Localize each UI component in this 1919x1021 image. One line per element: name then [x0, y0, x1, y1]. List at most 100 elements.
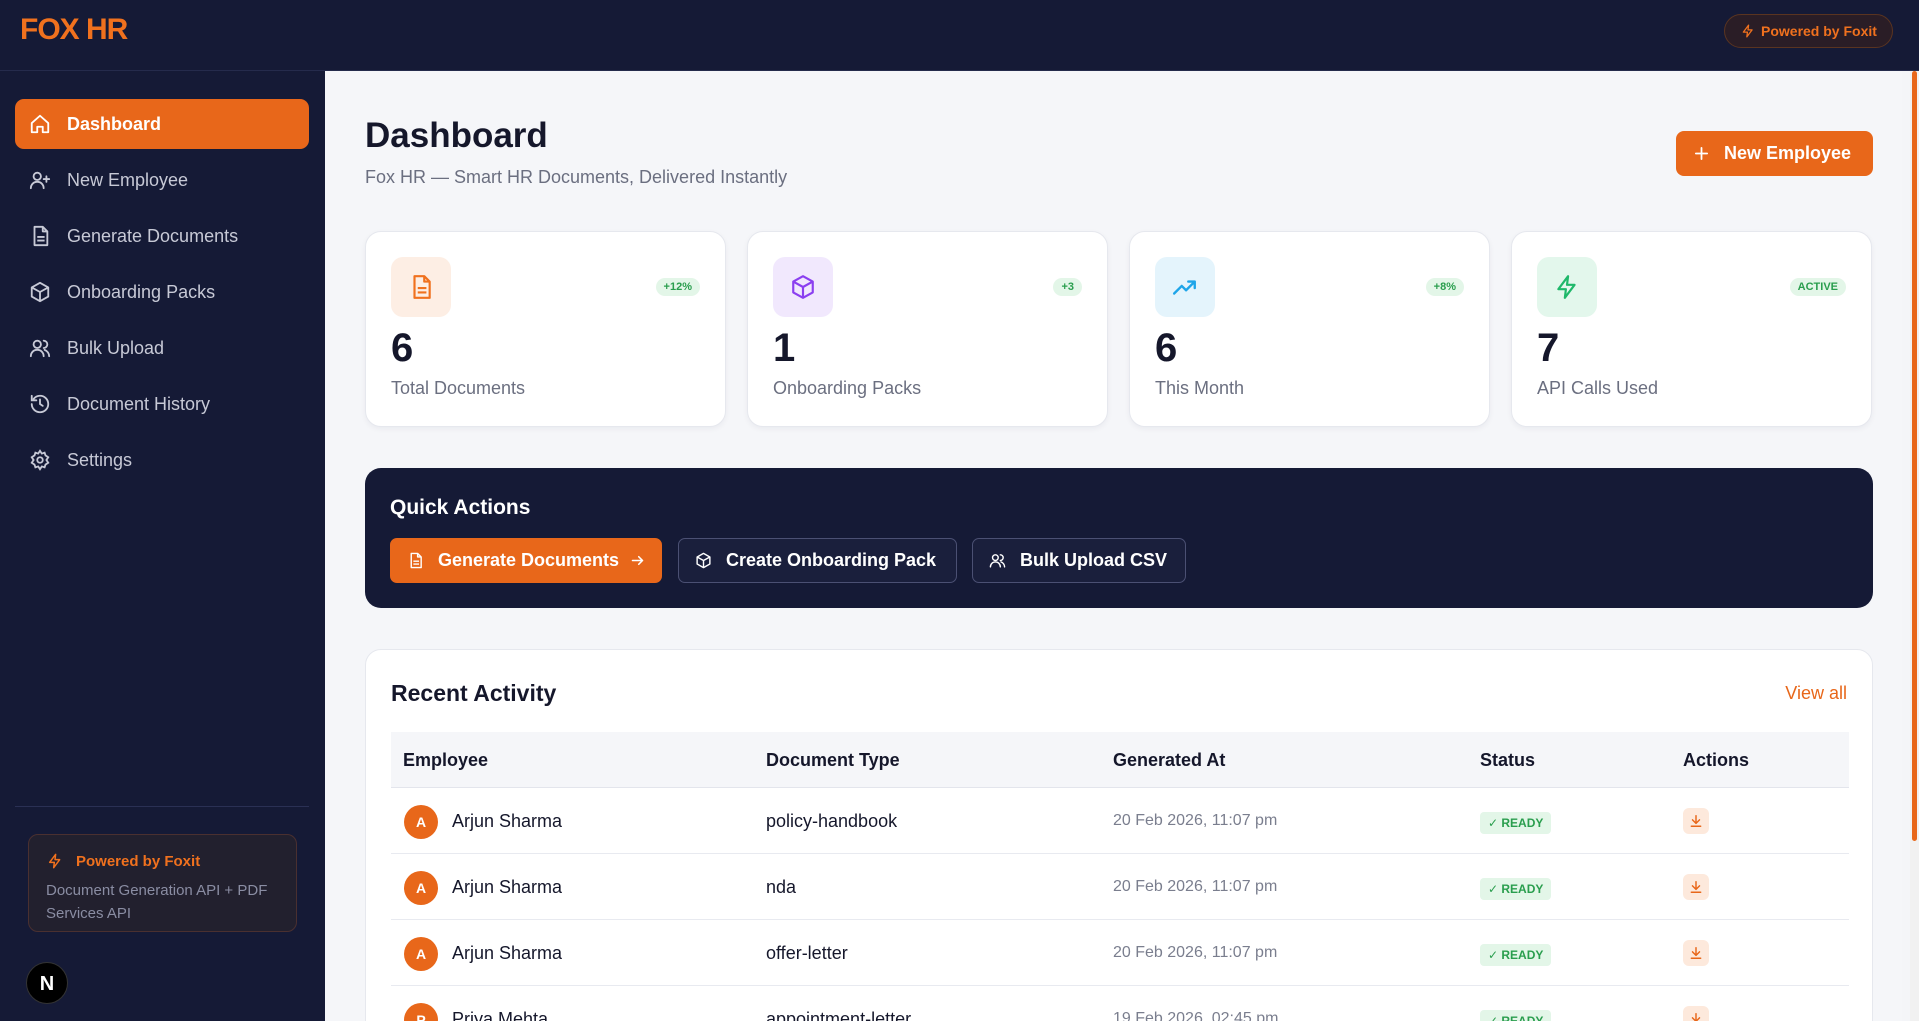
table-row[interactable]: A Arjun Sharma policy-handbook 20 Feb 20…: [391, 788, 1849, 854]
stat-card-this-month: +8% 6 This Month: [1129, 231, 1490, 427]
foxit-card-description: Document Generation API + PDF Services A…: [46, 882, 268, 922]
generated-at: 20 Feb 2026, 11:07 pm: [1113, 944, 1278, 961]
powered-by-foxit-card: Powered by Foxit Document Generation API…: [28, 834, 297, 932]
employee-name: Arjun Sharma: [452, 943, 563, 963]
column-header[interactable]: Document Type: [766, 750, 900, 770]
status-badge: ✓ READY: [1480, 944, 1552, 966]
bulk-upload-csv-button[interactable]: Bulk Upload CSV: [972, 538, 1186, 583]
package-icon: [30, 281, 50, 303]
user-plus-icon: [29, 171, 51, 190]
stat-label: API Calls Used: [1537, 378, 1659, 398]
foxit-card-title: Powered by Foxit: [76, 853, 201, 870]
stat-value: 6: [391, 326, 414, 370]
stat-card-total-documents: +12% 6 Total Documents: [365, 231, 726, 427]
document-type: policy-handbook: [766, 811, 898, 831]
plus-icon: [1694, 146, 1709, 161]
download-icon: [1690, 815, 1702, 827]
button-label: Bulk Upload CSV: [1020, 550, 1168, 570]
download-icon: [1690, 947, 1702, 959]
table-row[interactable]: A Arjun Sharma offer-letter 20 Feb 2026,…: [391, 920, 1849, 986]
users-icon: [989, 554, 1006, 568]
table-row[interactable]: A Arjun Sharma nda 20 Feb 2026, 11:07 pm…: [391, 854, 1849, 920]
generate-documents-button[interactable]: Generate Documents: [390, 538, 662, 583]
stat-label: Total Documents: [391, 378, 526, 398]
sidebar-item-generate-documents[interactable]: Generate Documents: [15, 211, 309, 261]
scrollbar[interactable]: [1910, 71, 1919, 1021]
generated-at: 19 Feb 2026, 02:45 pm: [1113, 1010, 1279, 1021]
users-icon: [29, 339, 51, 358]
stat-card-onboarding-packs: +3 1 Onboarding Packs: [747, 231, 1108, 427]
column-header[interactable]: Employee: [403, 750, 489, 770]
download-button[interactable]: [1683, 874, 1709, 900]
top-bar: FOX HR Powered by Foxit: [0, 0, 1919, 71]
generated-at: 20 Feb 2026, 11:07 pm: [1113, 812, 1278, 829]
sidebar-item-dashboard[interactable]: Dashboard: [15, 99, 309, 149]
stat-card-api-calls: ACTIVE 7 API Calls Used: [1511, 231, 1872, 427]
stat-badge: +8%: [1425, 278, 1464, 296]
document-type: offer-letter: [766, 943, 848, 963]
status-badge: ✓ READY: [1480, 812, 1552, 834]
status-badge: ✓ READY: [1480, 878, 1552, 900]
sidebar-item-label: Settings: [67, 450, 133, 470]
sidebar-item-new-employee[interactable]: New Employee: [15, 155, 309, 205]
view-all-link[interactable]: View all: [1785, 683, 1847, 703]
stat-icon-box: [1537, 257, 1597, 317]
column-header[interactable]: Actions: [1683, 750, 1750, 770]
table-row[interactable]: P Priya Mehta appointment-letter 19 Feb …: [391, 986, 1849, 1021]
sidebar-item-label: Onboarding Packs: [67, 282, 216, 302]
document-type: appointment-letter: [766, 1009, 912, 1021]
page-title: Dashboard: [365, 116, 548, 155]
stat-value: 7: [1537, 326, 1560, 370]
document-type: nda: [766, 877, 797, 897]
sidebar-item-bulk-upload[interactable]: Bulk Upload: [15, 323, 309, 373]
quick-actions-panel: Quick Actions Generate Documents Create …: [365, 468, 1873, 608]
status-badge: ✓ READY: [1480, 1010, 1552, 1021]
stat-icon-box: [773, 257, 833, 317]
powered-by-pill[interactable]: Powered by Foxit: [1724, 14, 1893, 48]
dev-tools-badge[interactable]: N: [26, 962, 68, 1004]
stat-value: 6: [1155, 326, 1178, 370]
download-icon: [1690, 881, 1702, 893]
sidebar-item-label: Document History: [67, 394, 211, 414]
avatar: A: [404, 805, 438, 839]
package-icon: [696, 552, 711, 569]
employee-name: Arjun Sharma: [452, 877, 563, 897]
trending-up-icon: [1172, 280, 1196, 295]
sidebar-item-label: Dashboard: [67, 114, 162, 134]
generated-at: 20 Feb 2026, 11:07 pm: [1113, 878, 1278, 895]
stat-icon-box: [391, 257, 451, 317]
stat-label: Onboarding Packs: [773, 378, 922, 398]
create-onboarding-pack-button[interactable]: Create Onboarding Pack: [678, 538, 957, 583]
sidebar-divider: [15, 806, 309, 807]
package-icon: [792, 275, 814, 299]
bolt-icon: [1557, 275, 1576, 299]
download-button[interactable]: [1683, 808, 1709, 834]
column-header[interactable]: Status: [1480, 750, 1536, 770]
sidebar-item-label: New Employee: [67, 170, 189, 190]
arrow-right-icon: [631, 555, 644, 566]
app-logo[interactable]: FOX HR: [20, 13, 128, 46]
scrollbar-thumb[interactable]: [1912, 71, 1917, 841]
avatar: A: [404, 937, 438, 971]
new-employee-button[interactable]: New Employee: [1676, 131, 1873, 176]
sidebar-item-onboarding-packs[interactable]: Onboarding Packs: [15, 267, 309, 317]
stat-badge: ACTIVE: [1789, 278, 1846, 296]
download-button[interactable]: [1683, 1006, 1709, 1021]
sidebar-item-settings[interactable]: Settings: [15, 435, 309, 485]
button-label: Generate Documents: [438, 550, 620, 570]
home-icon: [30, 114, 50, 134]
stat-badge: +3: [1053, 278, 1082, 296]
document-icon: [410, 552, 422, 569]
recent-activity-panel: Recent Activity View all Employee Docume…: [365, 649, 1873, 1021]
button-label: Create Onboarding Pack: [726, 550, 937, 570]
table-header: Employee Document Type Generated At Stat…: [391, 732, 1849, 788]
download-button[interactable]: [1683, 940, 1709, 966]
sidebar-item-document-history[interactable]: Document History: [15, 379, 309, 429]
recent-activity-title: Recent Activity: [391, 680, 557, 706]
document-icon: [33, 225, 49, 247]
gear-icon: [30, 449, 50, 471]
new-employee-label: New Employee: [1724, 143, 1852, 163]
quick-actions-title: Quick Actions: [390, 496, 531, 519]
column-header[interactable]: Generated At: [1113, 750, 1226, 770]
stat-icon-box: [1155, 257, 1215, 317]
